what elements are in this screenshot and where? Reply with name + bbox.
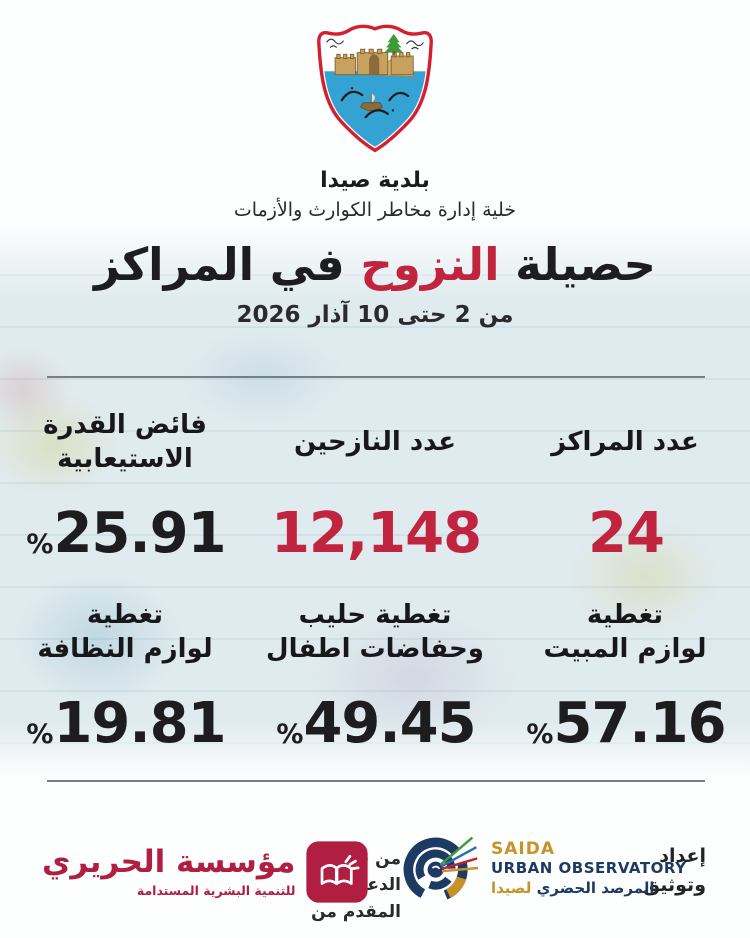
stat-value: 12,148: [270, 501, 482, 566]
stat-excess-capacity: فائض القدرة الاستيعابية % 25.91: [0, 400, 250, 562]
observatory-target-icon: [403, 836, 479, 902]
stat-value: 57.16: [553, 691, 726, 756]
stat-centers: عدد المراكز 24: [500, 400, 750, 562]
hariri-foundation-logo: مؤسسة الحريري للتنمية البشرية المستدامة: [42, 840, 369, 904]
foundation-subtitle: للتنمية البشرية المستدامة: [136, 882, 296, 898]
stat-label: عدد المراكز: [551, 426, 699, 457]
stat-label: تغطية: [86, 599, 164, 630]
stat-label-line2: لوازم المبيت: [543, 634, 707, 664]
stat-label: تغطية: [586, 599, 664, 630]
faded-shelter-photo-background: [0, 222, 750, 778]
script-calligraphy: [340, 87, 410, 119]
divider-top: [47, 376, 705, 378]
stat-hygiene-supplies: تغطية لوازم النظافة % 19.81: [0, 590, 250, 752]
stat-label-line2: وحفاضات اطفال: [266, 634, 484, 664]
stats-row-1: عدد المراكز 24 عدد النازحين 12,148 فائض …: [0, 400, 750, 562]
stat-value: 49.45: [303, 691, 476, 756]
percent-sign: %: [276, 719, 304, 750]
stat-displaced: عدد النازحين 12,148: [250, 400, 500, 562]
stat-milk-diapers: تغطية حليب وحفاضات اطفال % 49.45: [250, 590, 500, 752]
observatory-ar-suffix: لصيدا: [491, 879, 532, 897]
observatory-name-en2: URBAN OBSERVATORY: [491, 859, 687, 877]
title-block: حصيلة النزوح في المراكز من 2 حتى 10 آذار…: [0, 238, 750, 328]
title-pre: حصيلة: [499, 238, 656, 291]
stat-value: 19.81: [53, 691, 226, 756]
stats-row-2: تغطية لوازم المبيت % 57.16 تغطية حليب وحف…: [0, 590, 750, 752]
prepared-line2: وتوثيق: [643, 873, 706, 896]
open-book-icon: [306, 841, 369, 903]
stat-label: فائض القدرة: [43, 409, 207, 440]
cedar-icon: [384, 33, 404, 56]
percent-sign: %: [26, 529, 54, 560]
prepared-line1: إعداد: [659, 845, 706, 867]
stat-value: 24: [588, 501, 665, 566]
municipality-name: بلدية صيدا: [320, 168, 430, 193]
stat-label-line2: الاستيعابية: [57, 444, 193, 474]
observatory-ar-main: المرصد الحضري: [536, 879, 655, 897]
support-line2: المقدم من: [311, 901, 401, 922]
stat-label: تغطية حليب: [298, 599, 452, 630]
observatory-name-ar: المرصد الحضري لصيدا: [491, 879, 686, 897]
calligraphy-flourish: [326, 38, 424, 50]
divider-bottom: [47, 780, 705, 782]
stat-label-line2: لوازم النظافة: [37, 634, 213, 664]
footer: إعداد وتوثيق SAIDA URBAN OBSE: [0, 818, 750, 928]
stat-overnight-supplies: تغطية لوازم المبيت % 57.16: [500, 590, 750, 752]
urban-observatory-logo: SAIDA URBAN OBSERVATORY المرصد الحضري لص…: [402, 828, 686, 908]
crisis-unit-name: خلية إدارة مخاطر الكوارث والأزمات: [233, 199, 517, 221]
percent-sign: %: [26, 719, 54, 750]
foundation-name: مؤسسة الحريري: [42, 843, 296, 880]
title-post: في المراكز: [94, 238, 361, 291]
page-title: حصيلة النزوح في المراكز: [0, 238, 750, 292]
stat-value: 25.91: [53, 501, 226, 566]
stat-label: عدد النازحين: [294, 426, 456, 457]
prepared-by-label: إعداد وتوثيق: [643, 842, 706, 899]
percent-sign: %: [526, 719, 554, 750]
header: بلدية صيدا خلية إدارة مخاطر الكوارث والأ…: [0, 22, 750, 221]
title-highlight: النزوح: [360, 238, 500, 291]
date-range: من 2 حتى 10 آذار 2026: [236, 302, 514, 328]
saida-municipality-crest-icon: [315, 23, 435, 154]
observatory-name-en1: SAIDA: [491, 839, 555, 859]
